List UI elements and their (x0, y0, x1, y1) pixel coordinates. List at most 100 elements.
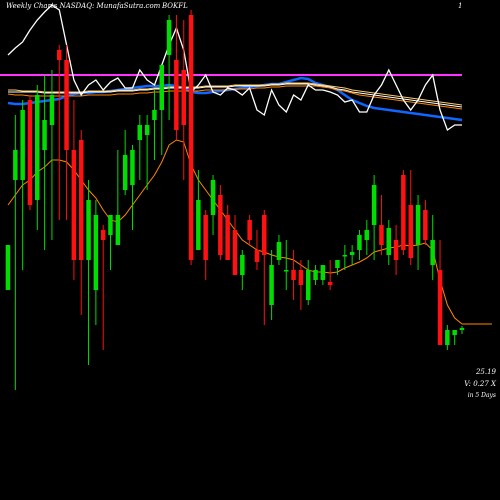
candle (284, 240, 289, 290)
candle (415, 195, 421, 270)
candle-body (437, 270, 443, 345)
chart-header-right: 1 (458, 2, 463, 10)
candle (20, 100, 25, 270)
candle (64, 45, 69, 220)
candle-body (364, 230, 369, 240)
candle (401, 170, 406, 255)
candle (122, 130, 128, 195)
candle-body (86, 200, 91, 260)
candle (269, 250, 274, 320)
candle (313, 265, 318, 285)
candle-body (57, 50, 62, 60)
candle (327, 260, 333, 290)
candle-body (166, 20, 172, 55)
candle-body (196, 200, 201, 250)
candle-body (188, 15, 194, 260)
candle (379, 195, 384, 255)
candle-body (269, 265, 274, 305)
candle (79, 130, 84, 315)
chart-header-left: Weekly Charts NASDAQ: MunafaSutra.com (6, 2, 161, 10)
candle-body (35, 95, 40, 200)
candle (115, 150, 121, 245)
candle-body (254, 250, 260, 262)
candle (254, 230, 260, 270)
candle-body (203, 215, 208, 260)
candle (108, 215, 113, 270)
candle-body (401, 175, 406, 250)
candle (93, 200, 99, 325)
candle-body (357, 235, 362, 250)
candle-body (5, 245, 11, 290)
candle-body (423, 210, 428, 240)
candle-body (122, 155, 128, 190)
candle-body (415, 205, 421, 245)
candle-body (313, 270, 318, 280)
candle-body (349, 252, 355, 255)
candle (27, 95, 33, 210)
candle-body (335, 260, 340, 268)
candle-body (291, 270, 296, 280)
candle-body (20, 110, 25, 180)
candle (232, 215, 238, 275)
price-readout: 25.19 (475, 368, 496, 376)
candle-body (459, 328, 465, 330)
volume-line-series (7, 4, 462, 132)
candles (5, 10, 465, 390)
candle (276, 235, 282, 265)
candle-body (93, 215, 99, 290)
candle-body (115, 215, 121, 245)
candle (291, 250, 296, 300)
candle (225, 205, 230, 260)
candle-body (79, 140, 84, 260)
candle-body (320, 265, 326, 280)
candle (423, 200, 428, 245)
candle-body (108, 215, 113, 235)
candle (166, 15, 172, 120)
candle (335, 260, 340, 275)
candle (196, 170, 201, 250)
candle (71, 100, 77, 280)
candle-body (181, 70, 186, 125)
candle-body (393, 240, 399, 260)
candle-body (240, 255, 245, 275)
candle (13, 115, 18, 390)
ma-c-series (7, 85, 463, 110)
candle (386, 220, 391, 265)
candle (349, 245, 355, 265)
candle (218, 185, 223, 260)
candle (408, 170, 413, 265)
candle (393, 225, 399, 275)
candle (364, 220, 369, 255)
candle-body (71, 150, 77, 260)
candle-body (298, 270, 304, 285)
candle (181, 20, 186, 180)
candle (35, 85, 40, 230)
candle-body (262, 215, 267, 255)
candle (188, 10, 194, 265)
candle-body (379, 225, 384, 245)
candle (459, 326, 465, 334)
chart-header-symbol: BOKFL (162, 2, 188, 10)
candle (174, 15, 179, 140)
candle (144, 115, 150, 190)
candle-body (218, 195, 223, 255)
candle (371, 175, 377, 260)
candle (42, 75, 47, 250)
candle (49, 70, 55, 240)
candle-body (144, 125, 150, 135)
candle-body (247, 220, 252, 240)
candle-body (13, 150, 18, 180)
candle-body (430, 240, 435, 265)
candle-body (284, 270, 289, 272)
candle (240, 250, 245, 290)
candle (203, 210, 208, 280)
candle-body (174, 60, 179, 130)
candle (57, 45, 62, 220)
candle (445, 325, 450, 350)
candle-body (232, 230, 238, 275)
candle-body (210, 180, 216, 215)
candle-body (64, 60, 69, 150)
candle (342, 245, 348, 270)
